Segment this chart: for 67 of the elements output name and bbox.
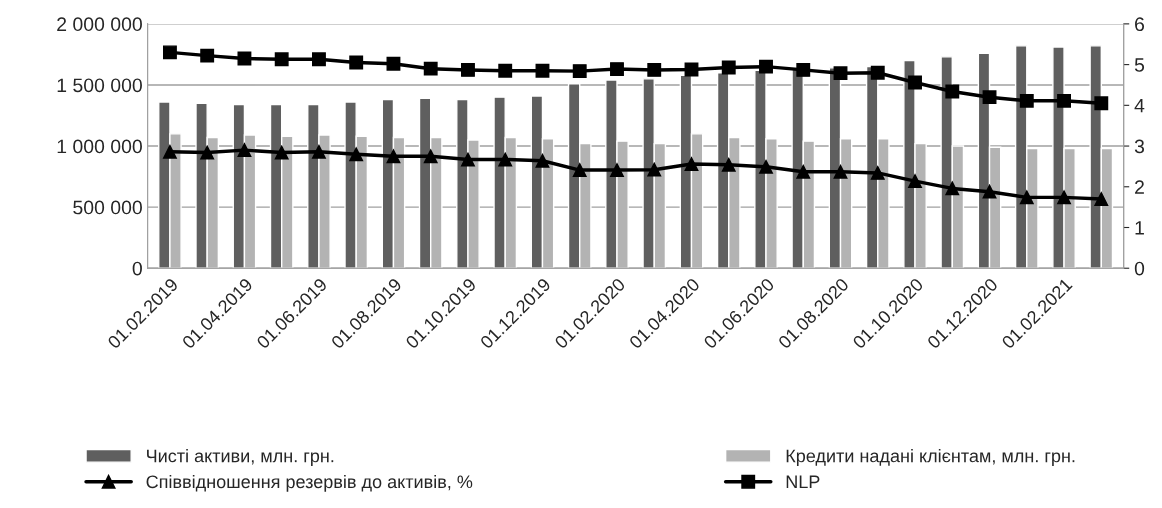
point xyxy=(312,144,326,159)
legend-label: NLP xyxy=(786,475,820,488)
point xyxy=(647,162,662,177)
point xyxy=(535,153,550,168)
point xyxy=(498,63,513,78)
point xyxy=(870,65,885,80)
point xyxy=(610,62,624,77)
point xyxy=(610,163,624,178)
point xyxy=(461,152,475,167)
point xyxy=(1094,192,1109,206)
point xyxy=(386,56,401,71)
point xyxy=(535,63,550,78)
point xyxy=(833,164,848,179)
point xyxy=(796,62,811,77)
point xyxy=(162,45,177,60)
point xyxy=(461,62,475,77)
point xyxy=(982,184,997,199)
y2-tick-label: 6 xyxy=(1135,17,1145,32)
point xyxy=(684,157,699,171)
point xyxy=(237,51,252,66)
y2-tick-label: 4 xyxy=(1134,98,1145,113)
point xyxy=(1019,190,1034,205)
legend-label: Кредити надані клієнтам, млн. грн. xyxy=(786,449,1075,466)
point xyxy=(200,145,215,160)
point xyxy=(721,60,736,75)
point xyxy=(162,144,177,159)
point xyxy=(1094,96,1109,111)
point xyxy=(1019,93,1034,108)
point xyxy=(349,147,364,162)
point xyxy=(349,55,364,70)
point xyxy=(945,84,960,99)
point xyxy=(1057,93,1071,108)
y-tick-label: 2 000 000 xyxy=(57,17,142,32)
legend-label: Чисті активи, млн. грн. xyxy=(147,449,334,466)
point xyxy=(572,64,587,79)
point xyxy=(759,59,773,74)
point xyxy=(908,174,922,189)
point xyxy=(274,145,289,160)
y-tick-label: 1 000 000 xyxy=(57,139,142,154)
y2-tick-label: 2 xyxy=(1135,180,1144,194)
point xyxy=(312,52,326,67)
point xyxy=(647,62,662,77)
point xyxy=(721,157,736,172)
point xyxy=(423,149,438,164)
y2-tick-label: 1 xyxy=(1135,221,1144,235)
point xyxy=(945,181,960,196)
point xyxy=(759,159,773,174)
y2-tick-label: 3 xyxy=(1134,139,1145,154)
point xyxy=(572,163,587,178)
legend-label: Співвідношення резервів до активів, % xyxy=(146,474,473,492)
point xyxy=(423,61,438,76)
point xyxy=(386,149,401,164)
point xyxy=(908,75,922,90)
point xyxy=(982,90,997,105)
y-tick-label: 500 000 xyxy=(73,200,142,215)
point xyxy=(870,165,885,180)
y2-tick-label: 5 xyxy=(1134,58,1145,72)
point xyxy=(498,152,513,167)
point xyxy=(796,164,811,179)
y-tick-label: 0 xyxy=(132,261,142,276)
point xyxy=(237,143,252,158)
point xyxy=(833,66,848,81)
y2-tick-label: 0 xyxy=(1134,261,1145,276)
y-tick-label: 1 500 000 xyxy=(57,78,142,93)
point xyxy=(1057,190,1071,205)
point xyxy=(274,52,289,67)
point xyxy=(200,48,215,63)
